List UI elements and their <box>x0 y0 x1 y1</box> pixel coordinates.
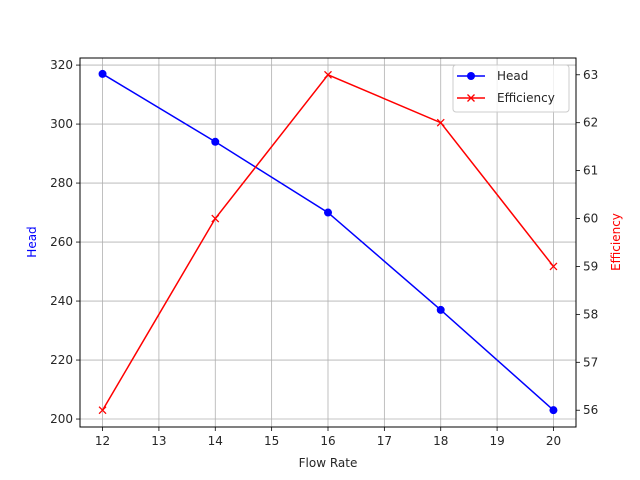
y-tick-label: 320 <box>50 58 73 72</box>
x-tick-label: 18 <box>433 434 448 448</box>
left-y-axis-label: Head <box>25 226 39 257</box>
y-tick-label: 240 <box>50 294 73 308</box>
x-tick-label: 20 <box>546 434 561 448</box>
data-point-circle-icon <box>436 305 445 314</box>
legend: Head Efficiency <box>452 64 570 113</box>
legend-efficiency-label: Efficiency <box>497 91 555 105</box>
y2-tick-label: 59 <box>583 259 598 273</box>
data-point-x-icon <box>324 70 332 79</box>
y-tick-label: 280 <box>50 176 73 190</box>
y2-tick-label: 60 <box>583 212 598 226</box>
y2-tick-label: 57 <box>583 355 598 369</box>
x-tick-label: 19 <box>489 434 504 448</box>
data-point-x-icon <box>549 262 558 271</box>
y-tick-label: 300 <box>50 117 73 131</box>
y-tick-label: 200 <box>50 412 73 426</box>
data-point-x-icon <box>98 406 107 415</box>
y2-tick-label: 56 <box>583 403 598 417</box>
data-point-x-icon <box>211 214 220 223</box>
data-point-circle-icon <box>98 69 107 78</box>
legend-efficiency-marker-icon <box>467 94 475 102</box>
x-tick-label: 15 <box>264 434 279 448</box>
x-tick-label: 16 <box>320 434 335 448</box>
y2-tick-label: 62 <box>583 116 598 130</box>
data-point-circle-icon <box>211 137 220 146</box>
x-tick-label: 13 <box>151 434 166 448</box>
data-series <box>98 69 558 415</box>
grid-lines <box>80 58 576 427</box>
right-y-axis-label: Efficiency <box>609 213 623 271</box>
y2-tick-label: 63 <box>583 68 598 82</box>
y2-tick-label: 61 <box>583 164 598 178</box>
right-y-axis-ticks: 56 57 58 59 60 61 62 63 <box>576 68 598 417</box>
x-axis-ticks: 12 13 14 15 16 17 18 19 20 <box>95 427 561 448</box>
x-tick-label: 17 <box>377 434 392 448</box>
legend-head-label: Head <box>497 69 528 83</box>
x-tick-label: 12 <box>95 434 110 448</box>
legend-head-marker-icon <box>467 72 475 80</box>
y2-tick-label: 58 <box>583 307 598 321</box>
x-axis-label: Flow Rate <box>299 456 358 470</box>
x-tick-label: 14 <box>208 434 223 448</box>
left-y-axis-ticks: 200 220 240 260 280 300 320 <box>50 58 80 426</box>
data-point-circle-icon <box>549 406 558 415</box>
data-point-x-icon <box>436 118 445 127</box>
y-tick-label: 260 <box>50 235 73 249</box>
y-tick-label: 220 <box>50 353 73 367</box>
data-point-circle-icon <box>324 208 332 217</box>
